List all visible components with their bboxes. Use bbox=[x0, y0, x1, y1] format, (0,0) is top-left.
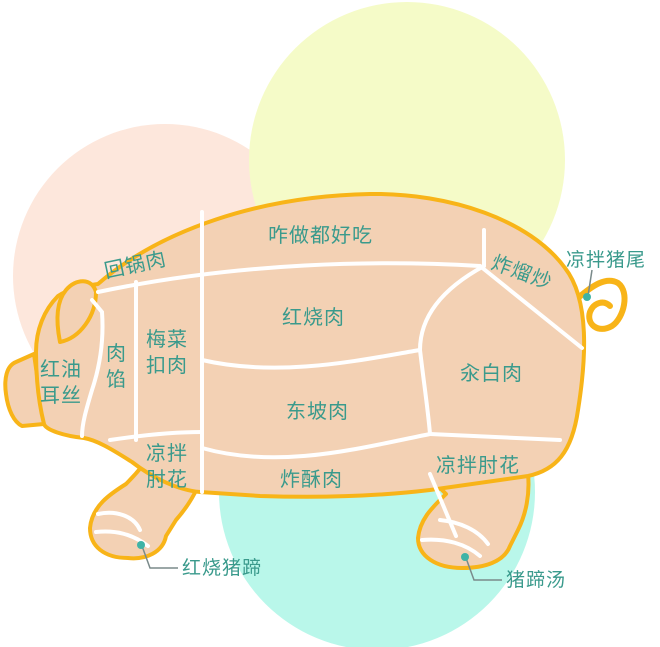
cut-label-neck-line: 扣肉 bbox=[146, 353, 188, 377]
leader-tail bbox=[587, 269, 593, 297]
cut-label-neck-line: 梅菜 bbox=[146, 327, 188, 351]
callout-label-tail: 凉拌猪尾 bbox=[566, 249, 646, 271]
callout-dot-front-trotter bbox=[137, 541, 145, 549]
leader-front-trotter bbox=[141, 545, 178, 569]
cut-label-cheek: 红油耳丝 bbox=[40, 357, 82, 407]
cut-label-jowl: 肉馅 bbox=[106, 341, 127, 391]
cut-labels: 回锅肉 咋做都好吃 炸熘炒 红烧肉 汆白肉 东坡肉 炸酥肉 凉拌肘花 红油耳丝 … bbox=[40, 223, 556, 491]
cut-label-jowl-line: 馅 bbox=[106, 367, 127, 391]
pig-rear-leg bbox=[416, 472, 531, 570]
cut-label-neck: 梅菜扣肉 bbox=[146, 327, 188, 377]
cut-label-cheek-line: 红油 bbox=[40, 357, 82, 381]
cut-label-rear-shank: 凉拌肘花 bbox=[436, 453, 520, 477]
pig-body bbox=[34, 191, 587, 499]
callout-dot-tail bbox=[583, 293, 591, 301]
cut-label-cheek-line: 耳丝 bbox=[40, 383, 82, 407]
cut-label-belly-mid: 东坡肉 bbox=[286, 399, 349, 423]
cut-label-loin: 咋做都好吃 bbox=[268, 223, 373, 247]
callouts: 凉拌猪尾 红烧猪蹄 猪蹄汤 bbox=[137, 249, 646, 591]
cut-label-rump: 汆白肉 bbox=[460, 361, 523, 385]
cut-label-front-shank: 凉拌肘花 bbox=[146, 441, 188, 491]
callout-label-rear-trotter: 猪蹄汤 bbox=[506, 569, 566, 591]
pig-tail bbox=[575, 277, 628, 332]
pig-ear bbox=[55, 279, 98, 344]
callout-dot-rear-trotter bbox=[461, 553, 469, 561]
leader-rear-trotter bbox=[465, 557, 502, 581]
cut-label-belly-bottom: 炸酥肉 bbox=[280, 467, 343, 491]
pig-snout bbox=[3, 352, 46, 428]
callout-label-front-trotter: 红烧猪蹄 bbox=[182, 557, 262, 579]
cut-label-belly-top: 红烧肉 bbox=[282, 305, 345, 329]
cut-label-front-shank-line: 肘花 bbox=[146, 467, 188, 491]
cut-label-front-shank-line: 凉拌 bbox=[146, 441, 188, 465]
cut-label-jowl-line: 肉 bbox=[106, 341, 127, 365]
cut-dividers bbox=[80, 210, 584, 558]
